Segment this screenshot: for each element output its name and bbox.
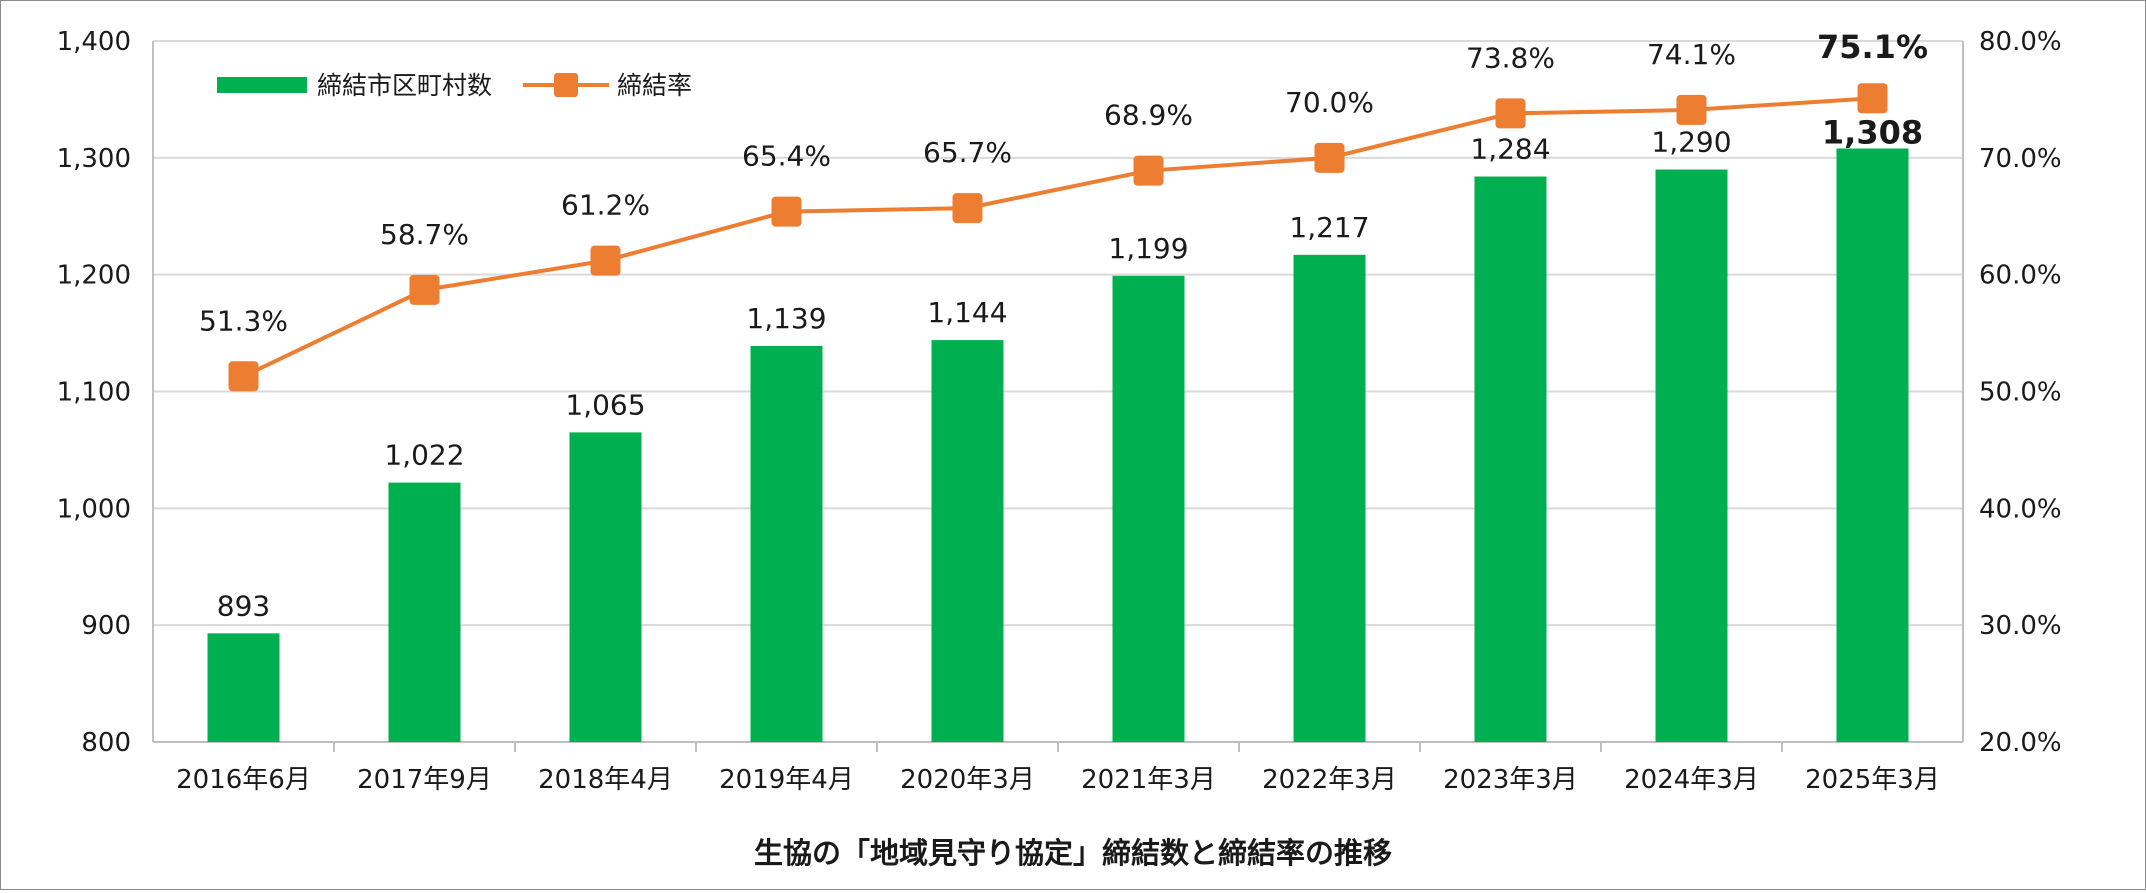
line-value-label: 73.8% — [1466, 41, 1555, 74]
x-tick-label: 2019年4月 — [719, 765, 854, 795]
legend-line-marker — [554, 73, 578, 97]
bar-value-label: 893 — [217, 589, 270, 622]
legend-line-label: 締結率 — [617, 71, 692, 100]
line-value-label: 68.9% — [1104, 99, 1193, 132]
chart-title: 生協の「地域見守り協定」締結数と締結率の推移 — [754, 836, 1392, 870]
line-point — [1495, 98, 1526, 129]
line-value-label: 65.7% — [923, 136, 1012, 169]
bar — [569, 432, 642, 742]
line-point — [1676, 94, 1707, 125]
bar — [1655, 169, 1728, 742]
bar-series — [207, 148, 1909, 742]
y-right-tick-label: 30.0% — [1979, 611, 2062, 641]
y-left-tick-label: 900 — [81, 611, 131, 641]
x-tick-label: 2022年3月 — [1262, 765, 1397, 795]
bar-value-label: 1,284 — [1470, 133, 1550, 166]
x-tick-label: 2023年3月 — [1443, 765, 1578, 795]
line-value-label: 65.4% — [742, 140, 831, 173]
bar — [207, 633, 280, 742]
y-left-tick-label: 1,400 — [57, 27, 131, 57]
x-tick-label: 2020年3月 — [900, 765, 1035, 795]
bar — [931, 340, 1004, 742]
line-point — [1314, 142, 1345, 173]
line-point — [590, 245, 621, 276]
y-left-tick-label: 1,000 — [57, 494, 131, 524]
line-value-label: 75.1% — [1817, 28, 1928, 66]
series-line — [242, 96, 1873, 379]
bar — [750, 345, 823, 742]
x-tick-label: 2017年9月 — [357, 765, 492, 795]
legend: 締結市区町村数 締結率 — [217, 71, 692, 100]
x-tick-label: 2021年3月 — [1081, 765, 1216, 795]
line-value-label: 70.0% — [1285, 86, 1374, 119]
bar-value-label: 1,065 — [565, 388, 645, 421]
bar-value-label: 1,022 — [384, 439, 464, 472]
line-value-label: 51.3% — [199, 304, 288, 337]
line-point — [228, 361, 259, 392]
x-tick-label: 2018年4月 — [538, 765, 673, 795]
legend-bar-label: 締結市区町村数 — [317, 71, 492, 100]
line-point — [409, 274, 440, 305]
y-right-tick-label: 60.0% — [1979, 261, 2062, 291]
bar — [388, 482, 461, 742]
bar-value-label: 1,144 — [927, 296, 1007, 329]
axes: 800 900 1,000 1,100 1,200 1,300 1,400 20.0% 30.0… — [57, 27, 2062, 795]
bar-value-label: 1,139 — [746, 302, 826, 335]
bar-value-label: 1,290 — [1651, 126, 1731, 159]
y-right-tick-label: 80.0% — [1979, 27, 2062, 57]
x-tick-label: 2025年3月 — [1805, 765, 1940, 795]
x-tick-label: 2024年3月 — [1624, 765, 1759, 795]
line-point — [771, 196, 802, 227]
legend-bar-swatch — [217, 77, 307, 93]
y-right-tick-label: 70.0% — [1979, 144, 2062, 174]
y-left-tick-label: 1,200 — [57, 261, 131, 291]
bar — [1474, 176, 1547, 742]
y-right-tick-label: 50.0% — [1979, 378, 2062, 408]
bar-value-label: 1,199 — [1108, 232, 1188, 265]
bar-value-label: 1,308 — [1822, 113, 1923, 151]
line-value-label: 58.7% — [380, 218, 469, 251]
y-right-tick-label: 20.0% — [1979, 728, 2062, 758]
x-tick-label: 2016年6月 — [176, 765, 311, 795]
bar — [1112, 275, 1185, 742]
y-left-tick-label: 1,100 — [57, 378, 131, 408]
line-series — [228, 83, 1888, 392]
y-left-tick-label: 800 — [81, 728, 131, 758]
line-value-label: 61.2% — [561, 189, 650, 222]
bar — [1836, 148, 1909, 742]
line-point — [1857, 83, 1888, 114]
bar — [1293, 254, 1366, 742]
line-value-label: 74.1% — [1647, 38, 1736, 71]
data-labels: 893 1,022 1,065 1,139 1,144 1,199 1,217 1,284 1,… — [199, 28, 1928, 622]
bar-value-label: 1,217 — [1289, 211, 1369, 244]
line-point — [952, 193, 983, 224]
y-right-tick-label: 40.0% — [1979, 494, 2062, 524]
line-point — [1133, 155, 1164, 186]
y-left-tick-label: 1,300 — [57, 144, 131, 174]
